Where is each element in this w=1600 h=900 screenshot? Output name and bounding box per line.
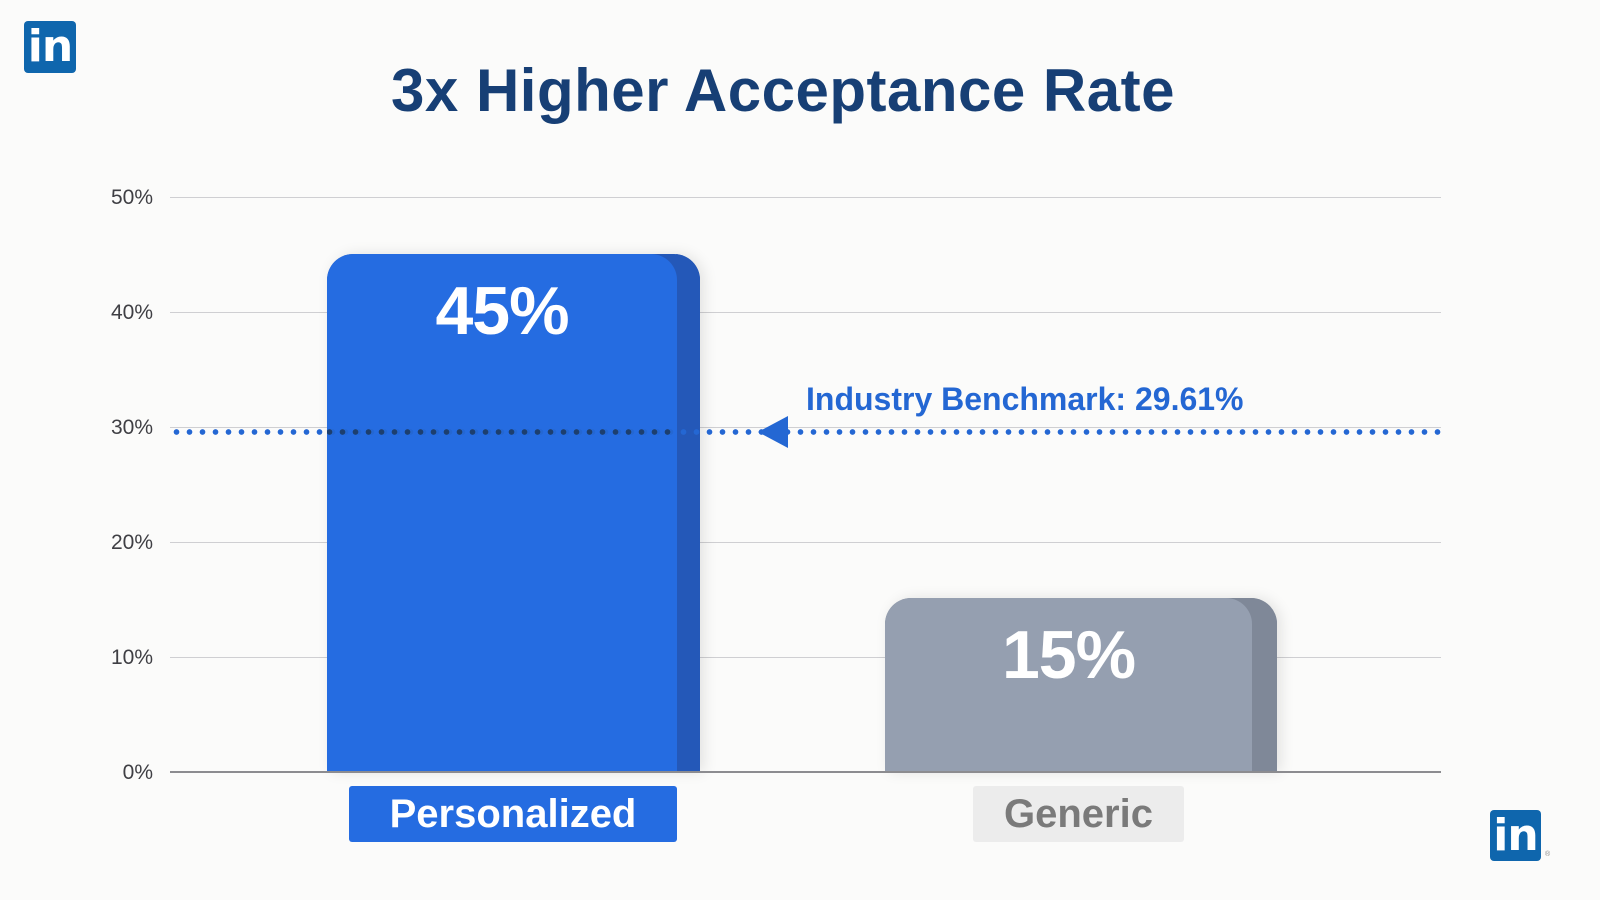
y-tick-0: 0% bbox=[122, 761, 153, 784]
gridline-20 bbox=[170, 542, 1441, 543]
chart-title: 3x Higher Acceptance Rate bbox=[391, 57, 1175, 124]
bar-value-personalized: 45% bbox=[435, 273, 569, 349]
arrow-left-icon bbox=[758, 416, 788, 448]
registered-mark: ® bbox=[1545, 851, 1551, 858]
bar-personalized: 45% bbox=[327, 254, 700, 772]
bar-value-generic: 15% bbox=[1001, 617, 1136, 693]
linkedin-logo-icon: in bbox=[1490, 810, 1541, 861]
gridline-40 bbox=[170, 312, 1441, 313]
category-label-generic: Generic bbox=[973, 786, 1184, 842]
bar-side bbox=[676, 254, 700, 772]
y-tick-30: 30% bbox=[110, 416, 153, 439]
gridline-50 bbox=[170, 197, 1441, 198]
y-tick-40: 40% bbox=[110, 301, 153, 324]
benchmark-label: Industry Benchmark: 29.61% bbox=[806, 381, 1244, 417]
bar-side bbox=[1251, 598, 1277, 772]
bar-generic: 15% bbox=[885, 598, 1277, 772]
category-label-personalized: Personalized bbox=[349, 786, 677, 842]
benchmark-dotted-line-overlap bbox=[327, 428, 677, 436]
benchmark-dotted-line bbox=[170, 428, 1442, 436]
gridline-10 bbox=[170, 657, 1441, 658]
y-tick-10: 10% bbox=[110, 646, 153, 669]
x-axis-line bbox=[170, 771, 1441, 773]
bar-face bbox=[327, 254, 677, 772]
y-tick-50: 50% bbox=[110, 186, 153, 209]
y-tick-20: 20% bbox=[110, 531, 153, 554]
linkedin-logo-icon: in bbox=[24, 21, 76, 73]
gridline-30 bbox=[170, 427, 1441, 428]
bar-face bbox=[885, 598, 1252, 772]
